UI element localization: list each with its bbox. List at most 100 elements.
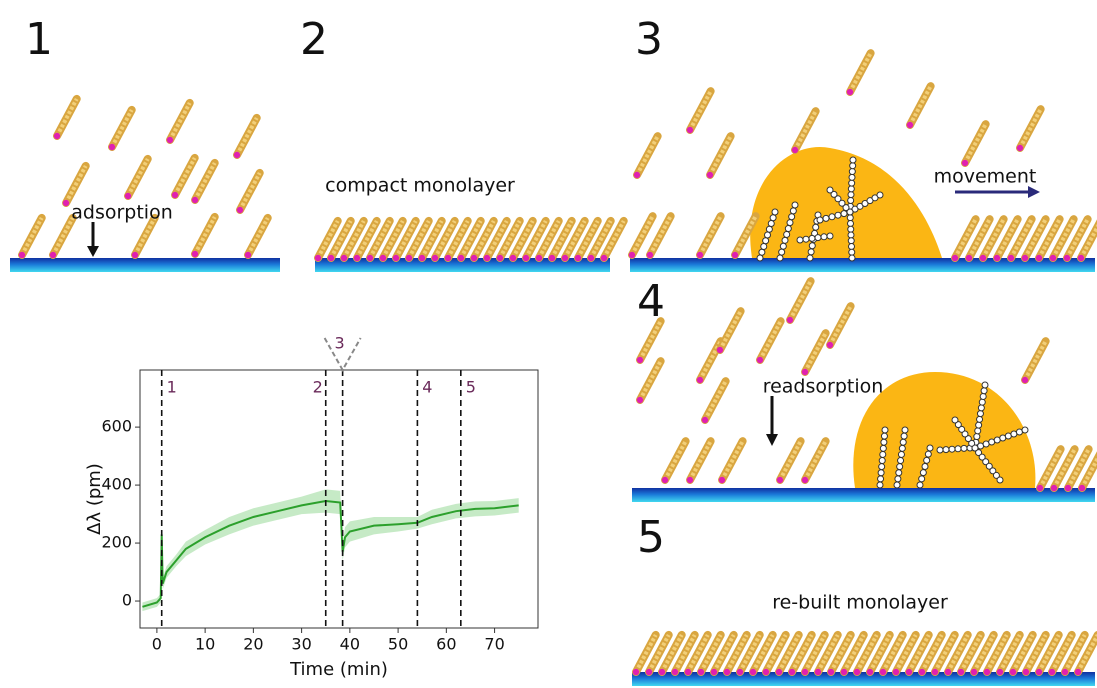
x-tick-label: 20 xyxy=(243,635,263,654)
carbon-ring xyxy=(877,192,883,198)
molecule-head xyxy=(497,255,503,261)
molecule-head xyxy=(419,255,425,261)
event-label: 5 xyxy=(466,378,476,397)
molecule-chain xyxy=(66,166,86,203)
molecule-head xyxy=(629,252,635,258)
carbon-ring xyxy=(977,416,983,422)
carbon-ring xyxy=(978,405,984,411)
carbon-ring xyxy=(896,470,902,476)
carbon-ring xyxy=(847,215,853,221)
molecule-head xyxy=(802,477,808,483)
molecule-head xyxy=(732,252,738,258)
carbon-ring xyxy=(900,439,906,445)
carbon-ring xyxy=(919,476,925,482)
carbon-ring xyxy=(980,393,986,399)
molecule-head xyxy=(634,172,640,178)
carbon-ring xyxy=(763,238,769,244)
event-label: 1 xyxy=(167,378,177,397)
molecule-head xyxy=(341,255,347,261)
molecule-chain xyxy=(780,441,801,480)
y-tick-label: 200 xyxy=(101,533,132,552)
molecule-head xyxy=(1022,377,1028,383)
molecule-chain xyxy=(795,111,816,150)
carbon-ring xyxy=(977,411,983,417)
x-tick-label: 10 xyxy=(195,635,215,654)
molecule-head xyxy=(847,89,853,95)
molecule-head xyxy=(792,147,798,153)
molecule-chain xyxy=(700,216,721,255)
chart: 0102030405060700200400600Time (min)Δλ (p… xyxy=(84,334,538,681)
carbon-ring xyxy=(787,220,793,226)
carbon-ring xyxy=(952,417,958,423)
molecule-head xyxy=(750,669,756,675)
carbon-ring xyxy=(772,209,778,215)
carbon-ring xyxy=(901,433,907,439)
molecule-head xyxy=(1037,485,1043,491)
molecule-head xyxy=(192,197,198,203)
molecule-chain xyxy=(175,158,195,195)
carbon-ring xyxy=(850,157,856,163)
carbon-ring xyxy=(849,180,855,186)
molecule-head xyxy=(647,252,653,258)
molecule-head xyxy=(702,417,708,423)
molecule-head xyxy=(1036,255,1042,261)
molecule-head xyxy=(980,255,986,261)
molecule-head xyxy=(717,347,723,353)
molecule-head xyxy=(1075,669,1081,675)
molecule-chain xyxy=(248,218,268,255)
carbon-ring xyxy=(879,458,885,464)
carbon-ring xyxy=(792,202,798,208)
molecule-chain xyxy=(637,136,658,175)
arrow-head xyxy=(766,434,778,446)
molecule-head xyxy=(994,255,1000,261)
x-axis-label: Time (min) xyxy=(289,659,388,680)
molecule-head xyxy=(1008,255,1014,261)
molecule-head xyxy=(167,137,173,143)
carbon-ring xyxy=(917,482,923,488)
caption: readsorption xyxy=(763,376,884,398)
caption: adsorption xyxy=(71,202,173,224)
carbon-ring xyxy=(765,232,771,238)
molecule-head xyxy=(1062,669,1068,675)
carbon-ring xyxy=(829,214,835,220)
molecule-chain xyxy=(690,441,711,480)
molecule-head xyxy=(698,669,704,675)
molecule-chain xyxy=(112,110,132,147)
molecule-head xyxy=(737,669,743,675)
arrow-head xyxy=(1028,186,1040,198)
molecule-chain xyxy=(690,91,711,130)
carbon-ring xyxy=(850,163,856,169)
carbon-ring xyxy=(880,445,886,451)
carbon-ring xyxy=(879,464,885,470)
molecule-chain xyxy=(710,136,731,175)
molecule-head xyxy=(393,255,399,261)
molecule-head xyxy=(575,255,581,261)
caption: re-built monolayer xyxy=(772,592,948,614)
carbon-ring xyxy=(894,482,900,488)
molecule-chain xyxy=(640,361,661,400)
molecule-head xyxy=(828,669,834,675)
molecule-head xyxy=(971,669,977,675)
molecule-head xyxy=(354,255,360,261)
molecule-head xyxy=(172,192,178,198)
molecule-head xyxy=(1065,485,1071,491)
y-tick-label: 600 xyxy=(101,417,132,436)
carbon-ring xyxy=(803,236,809,242)
carbon-ring xyxy=(761,244,767,250)
carbon-ring xyxy=(835,212,841,218)
molecule-head xyxy=(952,255,958,261)
molecule-head xyxy=(932,669,938,675)
carbon-ring xyxy=(768,221,774,227)
carbon-ring xyxy=(961,445,967,451)
molecule-head xyxy=(588,255,594,261)
molecule-head xyxy=(432,255,438,261)
carbon-ring xyxy=(766,226,772,232)
molecule-head xyxy=(1023,669,1029,675)
molecule-head xyxy=(637,397,643,403)
carbon-ring xyxy=(770,215,776,221)
carbon-ring xyxy=(785,226,791,232)
carbon-ring xyxy=(784,231,790,237)
confidence-band xyxy=(142,489,518,611)
carbon-ring xyxy=(848,232,854,238)
molecule-head xyxy=(523,255,529,261)
